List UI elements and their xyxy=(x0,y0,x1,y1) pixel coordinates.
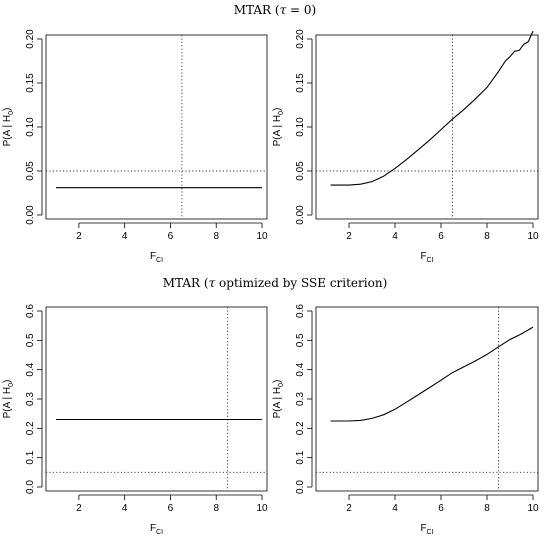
x-tick-label: 10 xyxy=(527,231,539,242)
y-tick-label: 0.20 xyxy=(295,29,306,49)
x-axis-label: FCI xyxy=(420,523,433,536)
y-tick-label: 0.05 xyxy=(25,161,36,181)
y-tick-label: 0.6 xyxy=(295,304,306,318)
y-tick-label: 0.6 xyxy=(25,304,36,318)
x-tick-label: 4 xyxy=(392,231,398,242)
y-axis-label: P(A | H0) xyxy=(2,380,15,419)
section-title-bottom: MTAR (τ optimized by SSE criterion) xyxy=(163,276,388,290)
y-tick-label: 0.00 xyxy=(25,205,36,225)
plot-frame xyxy=(315,306,539,492)
y-tick-label: 0.10 xyxy=(25,117,36,137)
y-tick-label: 0.3 xyxy=(25,392,36,406)
x-tick-label: 4 xyxy=(392,503,398,514)
chart-panel-4: 2 4 6 8 10 FCI 0.0 0.1 0.2 0.3 0.4 0.5 0.6 P(A | H0) xyxy=(272,304,539,536)
series-line-1 xyxy=(330,30,534,186)
y-axis-label: P(A | H0) xyxy=(2,108,15,147)
plot-frame xyxy=(315,34,539,220)
section-title-top: MTAR (τ = 0) xyxy=(234,3,316,17)
x-tick-label: 2 xyxy=(346,231,352,242)
chart-panel-2: 2 4 6 8 10 FCI 0.00 0.05 0.10 0.15 0.20 P(A | H0) xyxy=(272,29,539,264)
x-tick-label: 6 xyxy=(168,503,174,514)
y-tick-label: 0.2 xyxy=(25,421,36,435)
y-tick-label: 0.3 xyxy=(295,392,306,406)
plot-frame xyxy=(45,306,268,492)
x-tick-label: 8 xyxy=(213,231,219,242)
x-axis-label: FCI xyxy=(150,523,163,536)
x-tick-label: 4 xyxy=(122,503,128,514)
y-axis-label: P(A | H0) xyxy=(272,380,285,419)
chart-panel-3: 2 4 6 8 10 FCI 0.0 0.1 0.2 0.3 0.4 0.5 0.6 P(A | H0) xyxy=(2,304,268,536)
y-axis-label: P(A | H0) xyxy=(272,108,285,147)
plot-frame xyxy=(45,34,268,220)
y-tick-label: 0.0 xyxy=(25,480,36,494)
y-tick-label: 0.00 xyxy=(295,205,306,225)
x-tick-label: 2 xyxy=(76,503,82,514)
y-tick-label: 0.5 xyxy=(25,333,36,347)
y-tick-label: 0.15 xyxy=(25,73,36,93)
x-tick-label: 6 xyxy=(438,231,444,242)
y-tick-label: 0.0 xyxy=(295,480,306,494)
y-tick-label: 0.1 xyxy=(295,450,306,464)
y-tick-label: 0.4 xyxy=(295,362,306,376)
x-tick-label: 8 xyxy=(484,503,490,514)
x-tick-label: 10 xyxy=(256,503,268,514)
y-tick-label: 0.4 xyxy=(25,362,36,376)
x-tick-label: 4 xyxy=(122,231,128,242)
series-line-1 xyxy=(330,326,534,422)
y-tick-label: 0.15 xyxy=(295,73,306,93)
y-tick-label: 0.2 xyxy=(295,421,306,435)
y-tick-label: 0.05 xyxy=(295,161,306,181)
x-tick-label: 6 xyxy=(168,231,174,242)
x-axis-label: FCI xyxy=(420,251,433,264)
x-tick-label: 2 xyxy=(346,503,352,514)
x-tick-label: 2 xyxy=(76,231,82,242)
x-tick-label: 10 xyxy=(256,231,268,242)
x-tick-label: 8 xyxy=(213,503,219,514)
y-tick-label: 0.20 xyxy=(25,29,36,49)
x-axis-label: FCI xyxy=(150,251,163,264)
x-tick-label: 10 xyxy=(527,503,539,514)
y-tick-label: 0.10 xyxy=(295,117,306,137)
chart-panel-1: 2 4 6 8 10 FCI 0.00 0.05 0.10 0.15 0.20 P(A | H0) xyxy=(2,29,268,264)
x-tick-label: 8 xyxy=(484,231,490,242)
y-tick-label: 0.1 xyxy=(25,450,36,464)
x-tick-label: 6 xyxy=(438,503,444,514)
y-tick-label: 0.5 xyxy=(295,333,306,347)
